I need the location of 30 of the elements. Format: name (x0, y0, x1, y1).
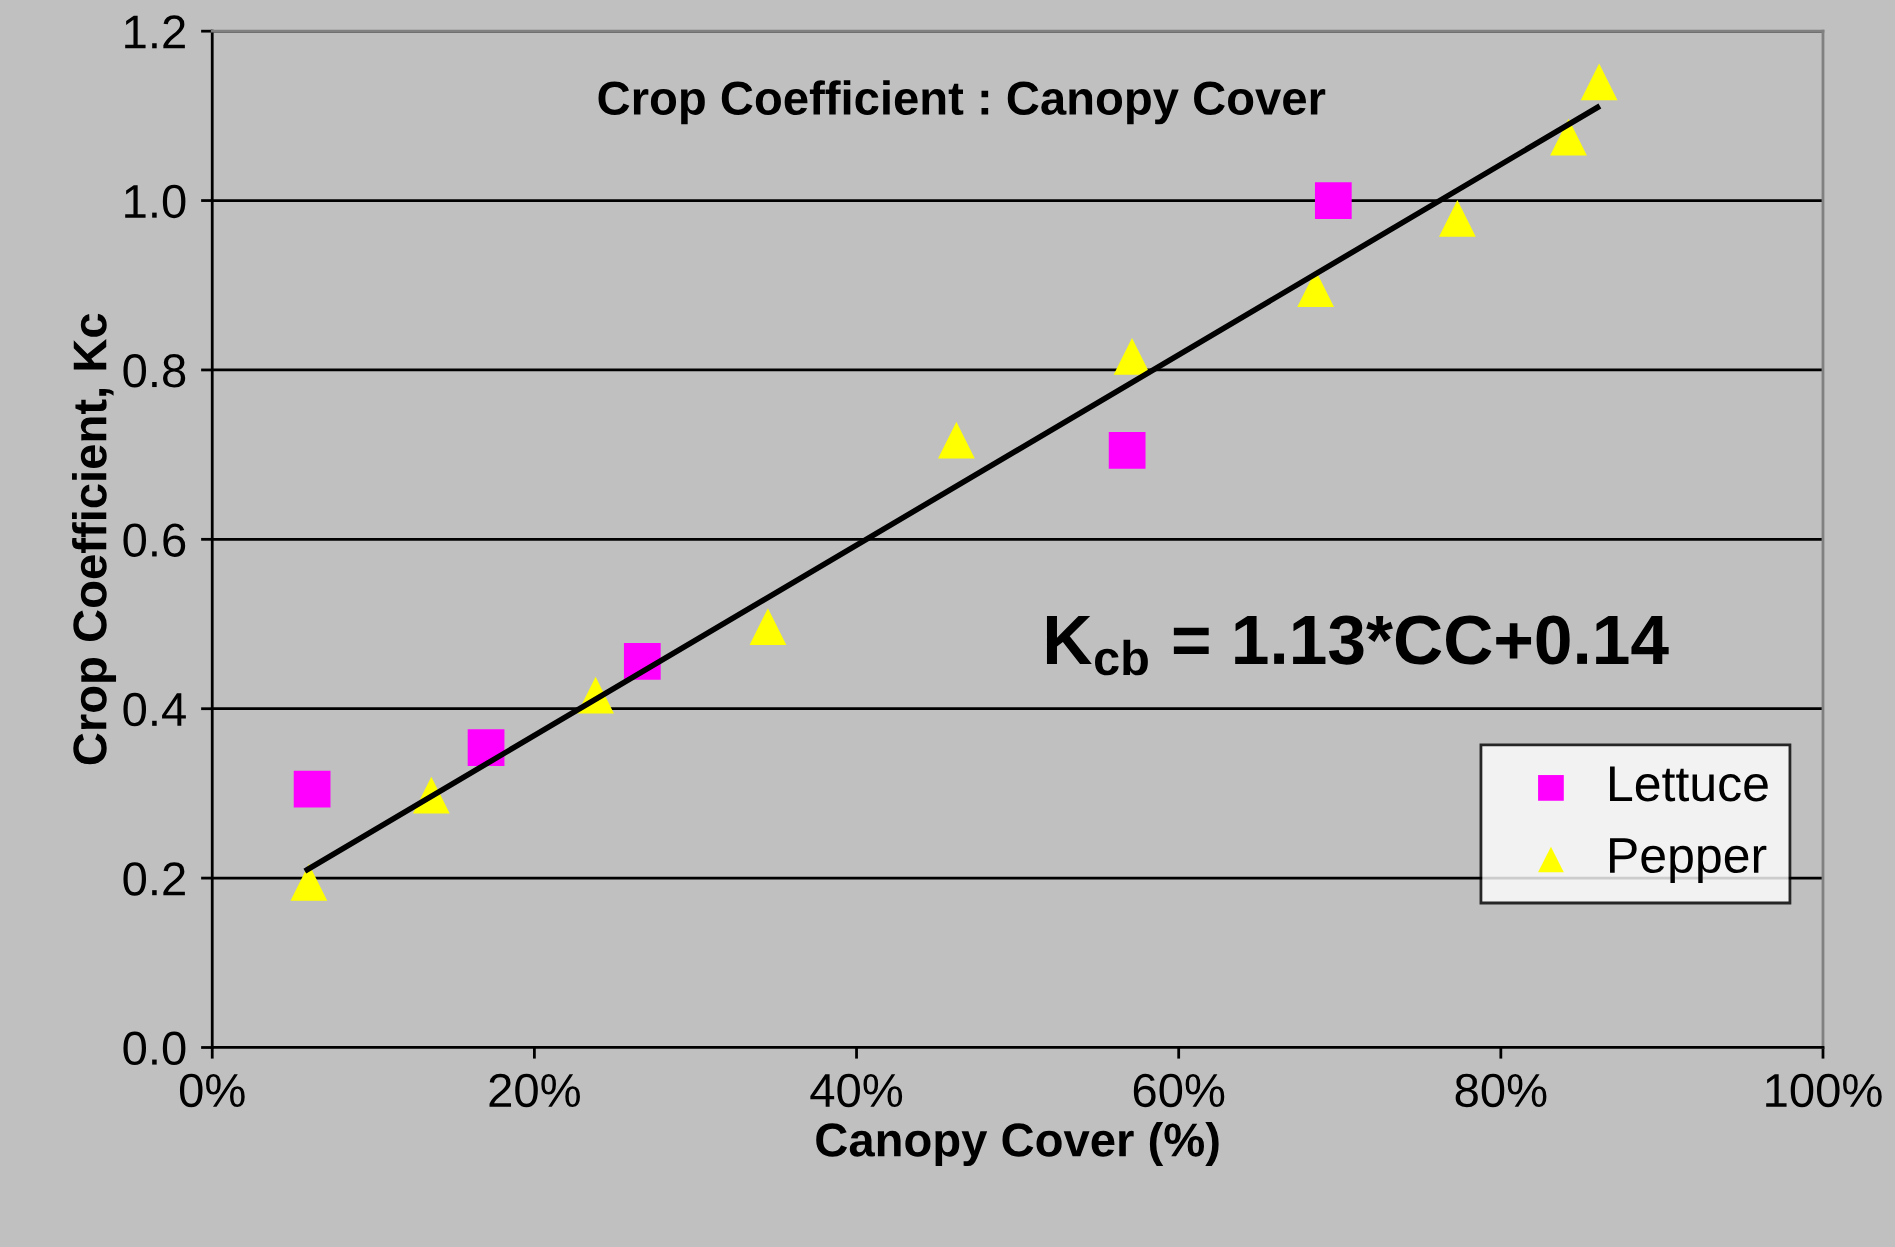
x-tick-label: 40% (810, 1073, 903, 1108)
point (1550, 118, 1587, 156)
y-tick-label: 0.8 (123, 354, 186, 388)
y-axis-title: Crop Coefficient, Kc (72, 313, 117, 765)
point (1580, 63, 1618, 101)
x-axis-title: Canopy Cover (%) (816, 1122, 1219, 1167)
point (938, 421, 975, 459)
point (1314, 182, 1352, 219)
x-tick-label: 80% (1455, 1073, 1547, 1108)
point (293, 770, 331, 808)
point (1113, 338, 1151, 375)
y-tick-label: 1.0 (125, 184, 186, 219)
point (1438, 199, 1476, 237)
y-tick-label: 0.0 (123, 1031, 186, 1066)
x-tick-label: 0% (179, 1073, 245, 1108)
point (290, 863, 328, 901)
x-tick-label: 100% (1766, 1073, 1882, 1108)
annotation: K$_{cb}$ = 1.13*CC+0.14 (1046, 615, 1669, 676)
point (1108, 432, 1146, 469)
legend-label: Lettuce (1610, 766, 1768, 802)
legend-label: Pepper (1610, 838, 1767, 883)
y-tick-label: 0.4 (123, 692, 186, 727)
x-tick-label: 60% (1133, 1073, 1225, 1108)
y-tick-label: 1.2 (125, 15, 185, 49)
y-tick-label: 0.6 (123, 523, 186, 557)
x-tick-label: 20% (489, 1073, 580, 1108)
text: Crop Coefficient : Canopy Cover (598, 80, 1326, 125)
point (1297, 270, 1334, 308)
point (749, 608, 787, 645)
y-tick-label: 0.2 (123, 862, 185, 896)
